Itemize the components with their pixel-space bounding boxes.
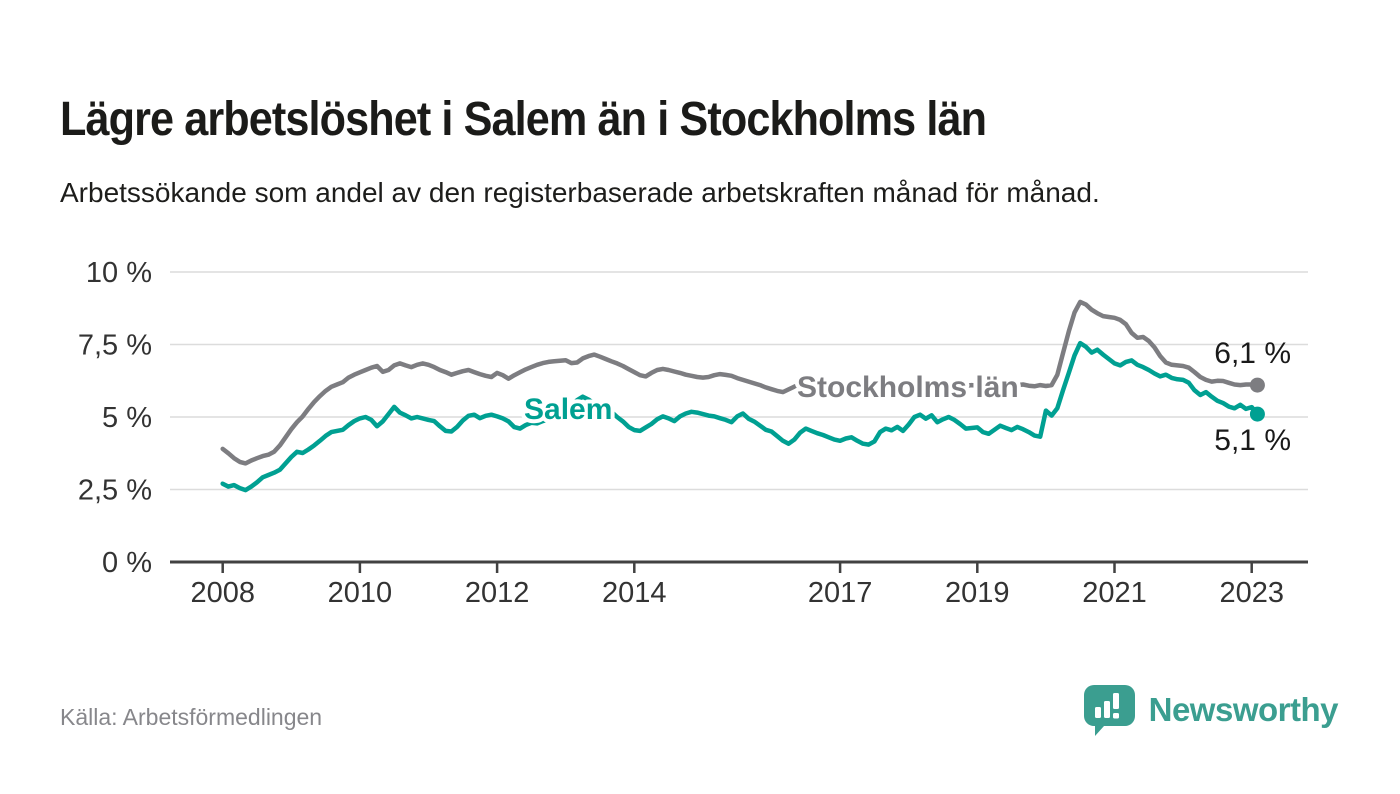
newsworthy-bubble-chart-icon bbox=[1083, 685, 1135, 736]
x-axis-tick-label: 2021 bbox=[1082, 577, 1147, 609]
series-line-salem bbox=[220, 340, 1260, 493]
x-axis-tick-label: 2023 bbox=[1219, 577, 1284, 609]
y-axis-tick-label: 2,5 % bbox=[78, 475, 152, 507]
y-axis-tick-label: 0 % bbox=[102, 547, 152, 579]
x-axis-tick-label: 2010 bbox=[328, 577, 393, 609]
newsworthy-logo[interactable]: Newsworthy bbox=[1083, 684, 1339, 736]
source-credit: Källa: Arbetsförmedlingen bbox=[60, 704, 323, 730]
newsworthy-logo-text: Newsworthy bbox=[1148, 691, 1339, 728]
series-end-dot bbox=[1249, 377, 1265, 393]
series-end-dot bbox=[1249, 406, 1265, 422]
series-label-salem: Salem bbox=[524, 393, 612, 426]
series-line-stockholms-l-n bbox=[220, 299, 1260, 466]
x-axis-tick-label: 2014 bbox=[602, 577, 667, 609]
end-value-label: 5,1 % bbox=[1214, 424, 1291, 457]
y-axis-tick-label: 5 % bbox=[102, 402, 152, 434]
x-axis-tick-label: 2008 bbox=[190, 577, 255, 609]
page-title: Lägre arbetslöshet i Salem än i Stockhol… bbox=[60, 93, 987, 147]
y-axis-tick-label: 7,5 % bbox=[78, 330, 152, 362]
x-axis-tick-label: 2019 bbox=[945, 577, 1010, 609]
chart-subtitle: Arbetssökande som andel av den registerb… bbox=[60, 177, 1100, 208]
y-axis-tick-label: 10 % bbox=[86, 257, 152, 289]
x-axis-tick-label: 2017 bbox=[808, 577, 873, 609]
end-value-label: 6,1 % bbox=[1214, 337, 1291, 370]
x-axis-tick-label: 2012 bbox=[465, 577, 530, 609]
series-label-stockholms-l-n: Stockholms län bbox=[797, 371, 1019, 404]
